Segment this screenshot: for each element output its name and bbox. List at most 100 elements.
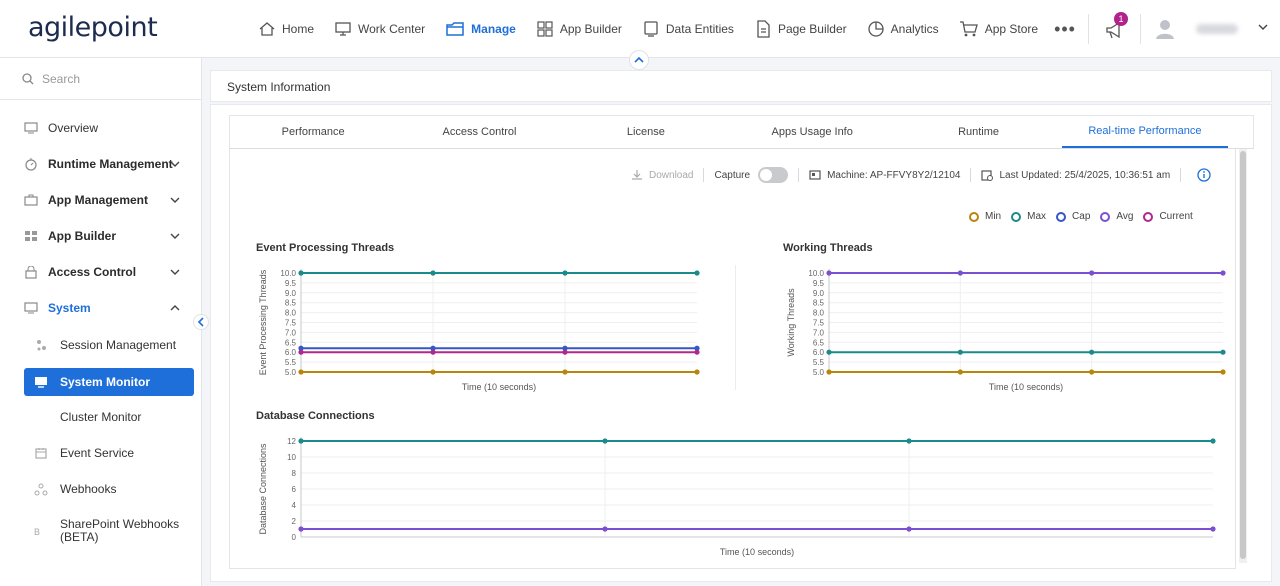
nav-app-store[interactable]: App Store	[959, 0, 1038, 58]
data-point-min	[826, 369, 832, 375]
x-axis-label: Time (10 seconds)	[989, 382, 1063, 392]
download-button[interactable]: Download	[631, 169, 693, 181]
sidebar-item-access-control[interactable]: Access Control	[0, 255, 201, 289]
sidebar-item-label: Overview	[48, 121, 99, 135]
working-threads-chart: 10.09.59.08.58.07.57.06.56.05.55.0 Workin…	[786, 269, 1226, 392]
legend-swatch	[1100, 211, 1111, 222]
data-point-current	[562, 349, 568, 355]
y-tick-label: 9.5	[813, 279, 825, 288]
data-point-max	[906, 438, 912, 444]
chart-title-database-connections: Database Connections	[256, 410, 375, 422]
nav-divider	[1088, 14, 1089, 44]
sidebar-item-sharepoint-webhooks[interactable]: B SharePoint Webhooks (BETA)	[0, 514, 201, 548]
tab-real-time-performance[interactable]: Real-time Performance	[1061, 116, 1229, 148]
capture-label: Capture	[714, 169, 751, 181]
sidebar-item-label: Access Control	[48, 265, 137, 279]
avatar[interactable]	[1155, 18, 1175, 40]
y-axis-label: Database Connections	[258, 443, 268, 535]
sidebar-item-label: Webhooks	[60, 482, 117, 496]
folder-icon	[446, 22, 464, 36]
legend-item-avg[interactable]: Avg	[1100, 211, 1133, 222]
tab-spacer	[1228, 116, 1253, 148]
y-tick-label: 8.5	[813, 299, 825, 308]
y-tick-label: 6.0	[285, 348, 297, 357]
sidebar-item-system-monitor[interactable]: System Monitor	[0, 365, 201, 399]
y-tick-label: 9.0	[813, 289, 825, 298]
notification-badge: 1	[1114, 12, 1128, 26]
main-nav: Home Work Center Manage App Builder Data…	[258, 0, 1096, 58]
sidebar-item-app-builder[interactable]: App Builder	[0, 219, 201, 253]
sidebar-item-overview[interactable]: Overview	[0, 111, 201, 145]
notifications-button[interactable]: 1	[1104, 12, 1132, 42]
legend-item-cap[interactable]: Cap	[1056, 211, 1090, 222]
monitor-icon	[335, 22, 351, 36]
nav-page-builder[interactable]: Page Builder	[754, 0, 847, 58]
scrollbar-thumb[interactable]	[1240, 151, 1246, 559]
y-tick-label: 6.5	[813, 338, 825, 347]
legend-item-max[interactable]: Max	[1011, 211, 1046, 222]
tab-license[interactable]: License	[626, 126, 665, 138]
legend-item-min[interactable]: Min	[969, 211, 1001, 222]
y-tick-label: 5.5	[285, 358, 297, 367]
y-tick-label: 8.5	[285, 299, 297, 308]
svg-text:B: B	[34, 527, 40, 537]
agilepoint-logo[interactable]: agilepoint	[28, 12, 158, 43]
nav-analytics[interactable]: Analytics	[867, 0, 939, 58]
legend-swatch	[1143, 211, 1154, 222]
nav-work-center[interactable]: Work Center	[334, 0, 425, 58]
toolbar-divider	[970, 168, 972, 182]
event-processing-threads-chart: 10.09.59.08.58.07.57.06.56.05.55.0 Event …	[258, 269, 700, 392]
nav-data-entities[interactable]: Data Entities	[642, 0, 734, 58]
overview-icon	[24, 122, 38, 134]
chevron-up-icon	[634, 56, 644, 63]
nav-manage[interactable]: Manage	[445, 0, 516, 58]
data-point-max	[1089, 349, 1095, 355]
chevron-down-icon	[170, 161, 180, 167]
y-tick-label: 5.0	[813, 368, 825, 377]
sidebar-item-event-service[interactable]: Event Service	[0, 436, 201, 470]
cart-icon	[959, 21, 978, 37]
tab-runtime[interactable]: Runtime	[958, 126, 1000, 138]
legend-item-current[interactable]: Current	[1143, 211, 1193, 222]
grid-icon	[24, 230, 38, 242]
y-tick-label: 8	[292, 469, 297, 478]
lock-icon	[24, 265, 38, 279]
sidebar-item-system[interactable]: System	[0, 291, 201, 325]
nav-app-builder[interactable]: App Builder	[536, 0, 622, 58]
collapse-header-button[interactable]	[629, 50, 649, 70]
search-input[interactable]: Search	[0, 58, 201, 100]
sidebar-item-label: SharePoint Webhooks (BETA)	[60, 518, 179, 544]
chevron-down-icon[interactable]	[1258, 22, 1268, 32]
legend-swatch	[1056, 211, 1067, 222]
nav-app-store-label: App Store	[984, 22, 1039, 36]
sidebar-item-label: System Monitor	[60, 375, 151, 389]
y-tick-label: 7.0	[285, 328, 297, 337]
home-icon	[259, 22, 275, 36]
sidebar-item-session-management[interactable]: Session Management	[0, 328, 201, 362]
sidebar-item-runtime-management[interactable]: Runtime Management	[0, 147, 201, 181]
tab-performance[interactable]: Performance	[281, 126, 345, 138]
toolbar-divider	[1180, 168, 1182, 182]
sidebar-item-webhooks[interactable]: Webhooks	[0, 472, 201, 506]
collapse-sidebar-button[interactable]	[193, 314, 209, 330]
monitor-icon	[34, 376, 48, 388]
tab-access-control[interactable]: Access Control	[442, 126, 517, 138]
legend-swatch	[1011, 211, 1022, 222]
info-icon[interactable]	[1197, 168, 1211, 182]
data-point-avg	[298, 526, 304, 532]
more-menu-button[interactable]: •••	[1054, 18, 1076, 39]
nav-home[interactable]: Home	[258, 0, 314, 58]
chart-legend: Min Max Cap Avg Current	[959, 211, 1193, 222]
sidebar-item-cluster-monitor[interactable]: Cluster Monitor	[0, 400, 201, 434]
y-tick-label: 5.0	[285, 368, 297, 377]
machine-label: Machine: AP-FFVY8Y2/12104	[827, 169, 961, 181]
sidebar-item-app-management[interactable]: App Management	[0, 183, 201, 217]
y-tick-label: 7.5	[813, 319, 825, 328]
vertical-scrollbar[interactable]	[1239, 149, 1247, 563]
y-axis-label: Event Processing Threads	[258, 269, 268, 375]
chevron-up-icon	[170, 305, 180, 311]
tab-apps-usage-info[interactable]: Apps Usage Info	[771, 126, 853, 138]
user-name-blurred[interactable]	[1196, 24, 1238, 34]
capture-toggle[interactable]	[758, 167, 789, 183]
page-title: System Information	[210, 70, 1272, 102]
